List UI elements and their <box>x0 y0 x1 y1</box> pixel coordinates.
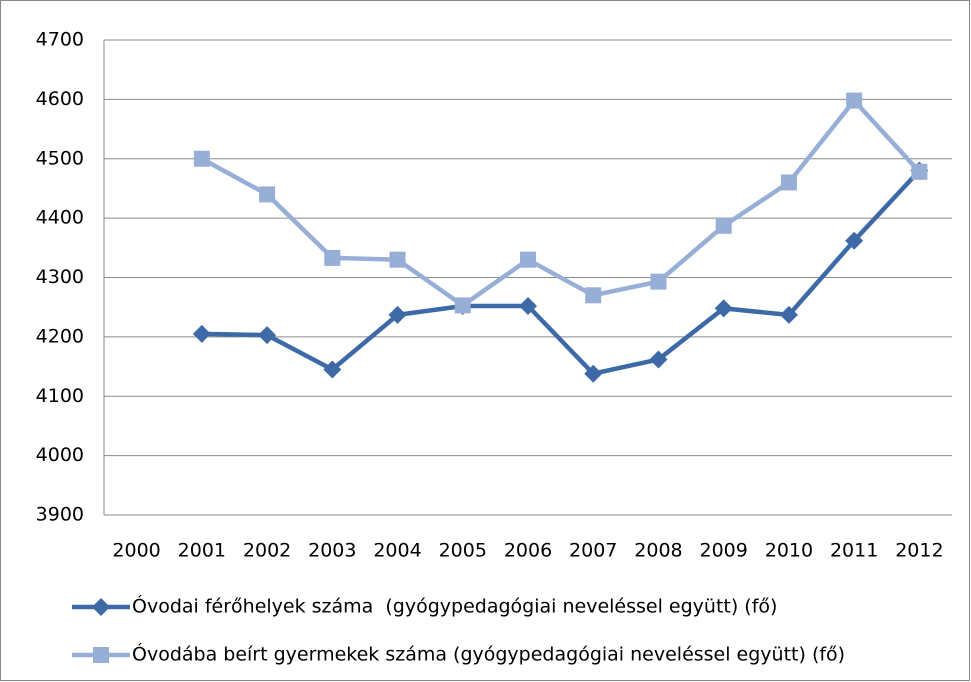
data-point <box>454 297 471 314</box>
data-point <box>324 249 341 266</box>
data-point <box>192 324 211 343</box>
x-tick-label: 2001 <box>178 540 226 562</box>
data-point <box>845 231 864 250</box>
x-tick-label: 2010 <box>765 540 813 562</box>
y-tick-label: 4200 <box>36 325 84 347</box>
data-point <box>650 273 667 290</box>
x-tick-label: 2006 <box>504 540 552 562</box>
x-tick-label: 2002 <box>243 540 291 562</box>
x-tick-label: 2009 <box>700 540 748 562</box>
data-point <box>846 92 863 109</box>
y-tick-label: 4300 <box>36 266 84 288</box>
data-point <box>323 360 342 379</box>
legend-marker <box>93 647 109 663</box>
series-line <box>200 98 922 308</box>
data-point <box>715 217 732 234</box>
data-point <box>649 350 668 369</box>
legend-label: Óvodai férőhelyek száma (gyógypedagógiai… <box>132 594 777 618</box>
legend-marker <box>92 598 110 616</box>
y-tick-label: 4400 <box>36 207 84 229</box>
x-tick-label: 2008 <box>634 540 682 562</box>
x-tick-label: 2012 <box>895 540 943 562</box>
data-point <box>193 150 210 167</box>
x-tick-label: 2011 <box>830 540 878 562</box>
data-point <box>585 287 602 304</box>
series-line <box>201 169 922 376</box>
data-point <box>519 297 537 315</box>
y-tick-label: 4100 <box>36 385 84 407</box>
y-tick-label: 4500 <box>36 147 84 169</box>
x-tick-label: 2000 <box>112 540 160 562</box>
x-tick-label: 2005 <box>439 540 487 562</box>
data-point <box>584 364 603 383</box>
data-point <box>714 299 733 318</box>
data-point <box>389 251 406 268</box>
y-tick-label: 3900 <box>36 504 84 526</box>
data-point <box>259 186 276 203</box>
y-tick-label: 4700 <box>36 29 84 51</box>
legend-label: Óvodába beírt gyermekek száma (gyógypeda… <box>132 642 845 666</box>
y-tick-label: 4000 <box>36 444 84 466</box>
x-tick-label: 2004 <box>373 540 421 562</box>
data-point <box>780 174 797 191</box>
data-point <box>388 305 407 324</box>
x-tick-label: 2007 <box>569 540 617 562</box>
data-point <box>258 326 277 345</box>
x-tick-label: 2003 <box>308 540 356 562</box>
y-tick-label: 4600 <box>36 88 84 110</box>
data-point <box>779 305 798 324</box>
data-point <box>520 251 536 268</box>
data-point <box>911 163 928 180</box>
